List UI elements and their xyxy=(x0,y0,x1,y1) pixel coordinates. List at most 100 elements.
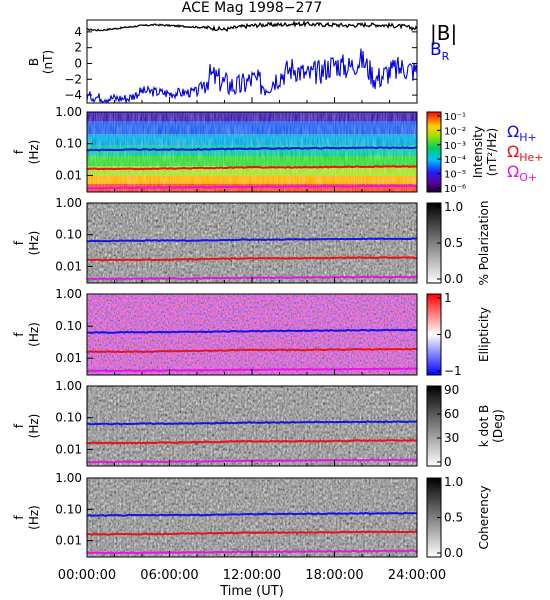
ellipticity-texture xyxy=(87,294,417,375)
freq-tick-label: 0.01 xyxy=(55,442,82,456)
freq-axis-label: f xyxy=(12,515,26,520)
colorbar-tick-label: 1.0 xyxy=(444,200,463,214)
spectrogram-texture xyxy=(87,386,417,466)
field-y-tick-label: −2 xyxy=(64,72,82,86)
freq-tick-label: 1.00 xyxy=(55,196,82,210)
legend-radial-subscript: R xyxy=(442,50,450,63)
colorbar-title: Ellipticity xyxy=(477,307,491,362)
freq-tick-label: 0.01 xyxy=(55,534,82,548)
field-y-tick-label: 4 xyxy=(74,25,82,39)
colorbar-kdotb xyxy=(426,385,442,467)
panel-intensity: 1.00 0.10 0.01 f (Hz) 10⁻¹ 10⁻² 10⁻³ 10⁻⁴ 10⁻⁵ 10⁻… xyxy=(12,105,499,195)
x-tick-label: 12:00:00 xyxy=(223,568,281,583)
panel-polarization: 1.00 0.10 0.01 f (Hz) 1.0 0.5 0.0 % Polarization xyxy=(12,196,491,286)
freq-axis-unit: (Hz) xyxy=(27,322,41,347)
freq-tick-label: 1.00 xyxy=(55,287,82,301)
freq-axis-label: f xyxy=(12,149,26,154)
field-panel: 4 20 −2 −4 B (nT) |B| BR xyxy=(27,19,457,104)
colorbar-tick-label: 10⁻¹ xyxy=(444,112,466,123)
freq-axis-unit: (Hz) xyxy=(27,231,41,256)
colorbar-tick-label: 0.5 xyxy=(444,511,463,525)
legend-radial-field: BR xyxy=(430,40,450,63)
gyro-line-ΩH+ xyxy=(86,328,418,334)
freq-axis-label: f xyxy=(12,332,26,337)
colorbar-tick-label: 10⁻⁴ xyxy=(444,155,466,166)
colorbar-title: k dot B xyxy=(477,405,491,447)
x-tick-label: 24:00:00 xyxy=(388,568,446,583)
gyro-line-ΩH+ xyxy=(86,511,418,517)
colorbar-tick-label: 10⁻² xyxy=(444,126,466,137)
colorbar-tick-label: 60 xyxy=(444,407,459,421)
colorbar-tick-label: 0 xyxy=(444,455,452,469)
freq-tick-label: 1.00 xyxy=(55,379,82,393)
colorbar-intensity xyxy=(426,111,442,193)
freq-tick-label: 1.00 xyxy=(55,471,82,485)
colorbar-tick-label: 10⁻⁵ xyxy=(444,170,466,181)
colorbar-title: Intensity xyxy=(471,126,485,178)
freq-tick-label: 0.10 xyxy=(55,319,82,333)
freq-tick-label: 0.10 xyxy=(55,137,82,151)
field-y-tick-label: −4 xyxy=(64,88,82,102)
colorbar-tick-label: 0.5 xyxy=(444,236,463,250)
colorbar-tick-label: −1 xyxy=(444,364,462,378)
freq-axis-unit: (Hz) xyxy=(27,505,41,530)
colorbar-tick-label: 10⁻³ xyxy=(444,141,466,152)
field-ylabel-line1: B xyxy=(27,58,41,66)
legend-omega-hplus: ΩH+ xyxy=(507,122,537,144)
colorbar-tick-label: 10⁻⁶ xyxy=(444,184,466,195)
colorbar-tick-label: 1 xyxy=(444,291,452,305)
chart-title: ACE Mag 1998−277 xyxy=(182,0,322,16)
colorbar-tick-label: 0.0 xyxy=(444,272,463,286)
freq-axis-unit: (Hz) xyxy=(27,414,41,439)
colorbar-tick-label: 90 xyxy=(444,383,459,397)
freq-axis-label: f xyxy=(12,423,26,428)
gyro-line-ΩHe+ xyxy=(86,347,418,354)
x-tick-label: 00:00:00 xyxy=(58,568,116,583)
gyro-line-ΩHe+ xyxy=(86,530,418,536)
freq-tick-label: 0.01 xyxy=(55,168,82,182)
spectral-panels: 1.000.100.01f (Hz)10⁻¹10⁻²10⁻³10⁻⁴10⁻⁵10⁻… xyxy=(12,105,505,560)
freq-tick-label: 0.10 xyxy=(55,411,82,425)
freq-tick-label: 0.10 xyxy=(55,502,82,516)
series-radial-field-line xyxy=(86,48,418,104)
colorbar-tick-label: 1.0 xyxy=(444,475,463,489)
legend-omega-oplus: ΩO+ xyxy=(507,162,537,184)
gyro-line-ΩH+ xyxy=(86,146,418,152)
field-y-tick-label: 2 xyxy=(74,41,82,55)
gyro-line-ΩH+ xyxy=(87,420,418,426)
x-axis-ticks: 00:00:00 06:00:00 12:00:00 18:00:00 24:00:00 xyxy=(58,97,446,583)
field-y-tick-label: 0 xyxy=(74,56,82,70)
freq-tick-label: 0.01 xyxy=(55,351,82,365)
field-ylabel-line2: (nT) xyxy=(41,50,55,74)
colorbar-title: % Polarization xyxy=(477,201,491,286)
colorbar-tick-label: 30 xyxy=(444,431,459,445)
freq-tick-label: 1.00 xyxy=(55,105,82,119)
series-total-field-line xyxy=(87,19,418,33)
x-axis-label: Time (UT) xyxy=(219,584,284,599)
gyro-line-ΩH+ xyxy=(86,237,418,243)
gyro-line-ΩHe+ xyxy=(86,439,418,445)
colorbar-unit: (nT²/Hz) xyxy=(485,128,499,176)
freq-tick-label: 0.10 xyxy=(55,228,82,242)
colorbar-title: Coherency xyxy=(477,485,491,549)
panel-ellipticity: 1.00 0.10 0.01 f (Hz) 1 0 −1 Ellipticity xyxy=(12,287,491,378)
legend-omega-heplus: ΩHe+ xyxy=(507,142,544,164)
panel-kdotb: 1.00 0.10 0.01 f (Hz) 90 60 30 0 k dot B (Deg) xyxy=(12,379,505,469)
x-tick-label: 18:00:00 xyxy=(305,568,363,583)
freq-axis-label: f xyxy=(12,240,26,245)
gyro-line-ΩHe+ xyxy=(86,256,417,262)
gyro-line-ΩHe+ xyxy=(86,165,418,171)
colorbar-unit: (Deg) xyxy=(491,409,505,443)
intensity-texture xyxy=(87,112,417,192)
legend-total-field: |B| xyxy=(430,21,457,45)
x-tick-label: 06:00:00 xyxy=(140,568,198,583)
freq-tick-label: 0.01 xyxy=(55,259,82,273)
gyro-legend: ΩH+ ΩHe+ ΩO+ xyxy=(507,122,544,184)
colorbar-tick-label: 0 xyxy=(444,328,452,342)
spectrogram-texture xyxy=(87,478,417,557)
freq-axis-unit: (Hz) xyxy=(27,140,41,165)
colorbar-tick-label: 0.0 xyxy=(444,546,463,560)
field-y-ticks: 4 20 −2 −4 xyxy=(64,25,417,102)
spectrogram-texture xyxy=(87,203,417,283)
